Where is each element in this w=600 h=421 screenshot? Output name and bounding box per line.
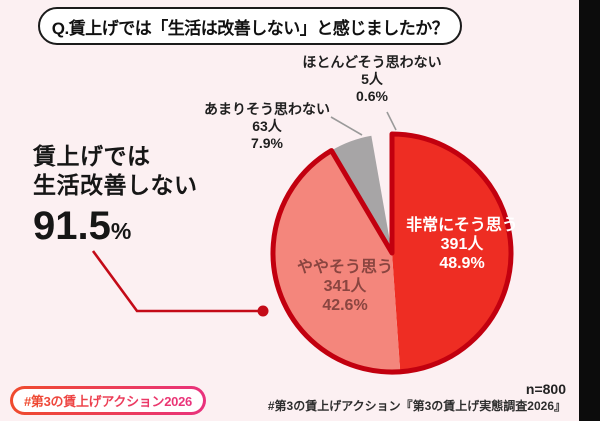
slice-label-very-name: 非常にそう思う <box>406 217 518 234</box>
question-title-text: Q.賃上げでは「生活は改善しない」と感じましたか？ <box>51 18 449 38</box>
leader-line-highlight <box>91 250 263 313</box>
headline-value-unit: % <box>110 218 132 244</box>
headline-value-number: 91.5 <box>33 204 111 248</box>
question-title: Q.賃上げでは「生活は改善しない」と感じましたか？ <box>38 7 462 45</box>
slice-label-yaya-count: 341人 <box>323 277 367 295</box>
slice-label-yaya-pct: 42.6% <box>322 296 368 314</box>
slice-label-yaya-name: ややそう思う <box>296 259 393 276</box>
headline-value: 91.5% <box>33 204 198 249</box>
headline-line1: 賃上げでは <box>33 143 151 169</box>
leader-line-hotondo <box>386 111 397 131</box>
slice-label-amari: あまりそう思わない 63人 7.9% <box>177 101 357 152</box>
hashtag-badge: #第3の賃上げアクション2026 <box>10 386 206 415</box>
hashtag-badge-text: #第3の賃上げアクション2026 <box>24 391 192 410</box>
slice-label-yaya: ややそう思う 341人 42.6% <box>265 259 425 316</box>
headline-line2: 生活改善しない <box>33 172 198 198</box>
right-black-strip <box>579 0 600 421</box>
slice-label-hotondo-pct: 0.6% <box>356 88 388 105</box>
leader-line-amari <box>330 116 363 136</box>
leader-line-dot <box>257 305 269 317</box>
slice-label-amari-name: あまりそう思わない <box>204 101 330 117</box>
slice-label-very: 非常にそう思う 391人 48.9% <box>382 217 542 274</box>
slice-label-very-pct: 48.9% <box>439 254 485 272</box>
source-citation: #第3の賃上げアクション『第3の賃上げ実態調査2026』 <box>267 399 566 413</box>
slice-label-amari-count: 63人 <box>252 118 282 135</box>
sample-size-label: n=800 <box>525 381 566 397</box>
slice-label-hotondo-count: 5人 <box>361 71 383 88</box>
slice-label-very-count: 391人 <box>440 235 484 253</box>
slice-label-hotondo: ほとんどそう思わない 5人 0.6% <box>282 54 462 105</box>
pie-slice-1 <box>273 150 401 372</box>
slice-label-hotondo-name: ほとんどそう思わない <box>302 54 442 70</box>
slice-label-amari-pct: 7.9% <box>251 135 283 152</box>
pie-slice-0 <box>392 134 511 372</box>
headline: 賃上げでは 生活改善しない 91.5% <box>33 142 198 249</box>
highlight-outline <box>270 131 514 375</box>
